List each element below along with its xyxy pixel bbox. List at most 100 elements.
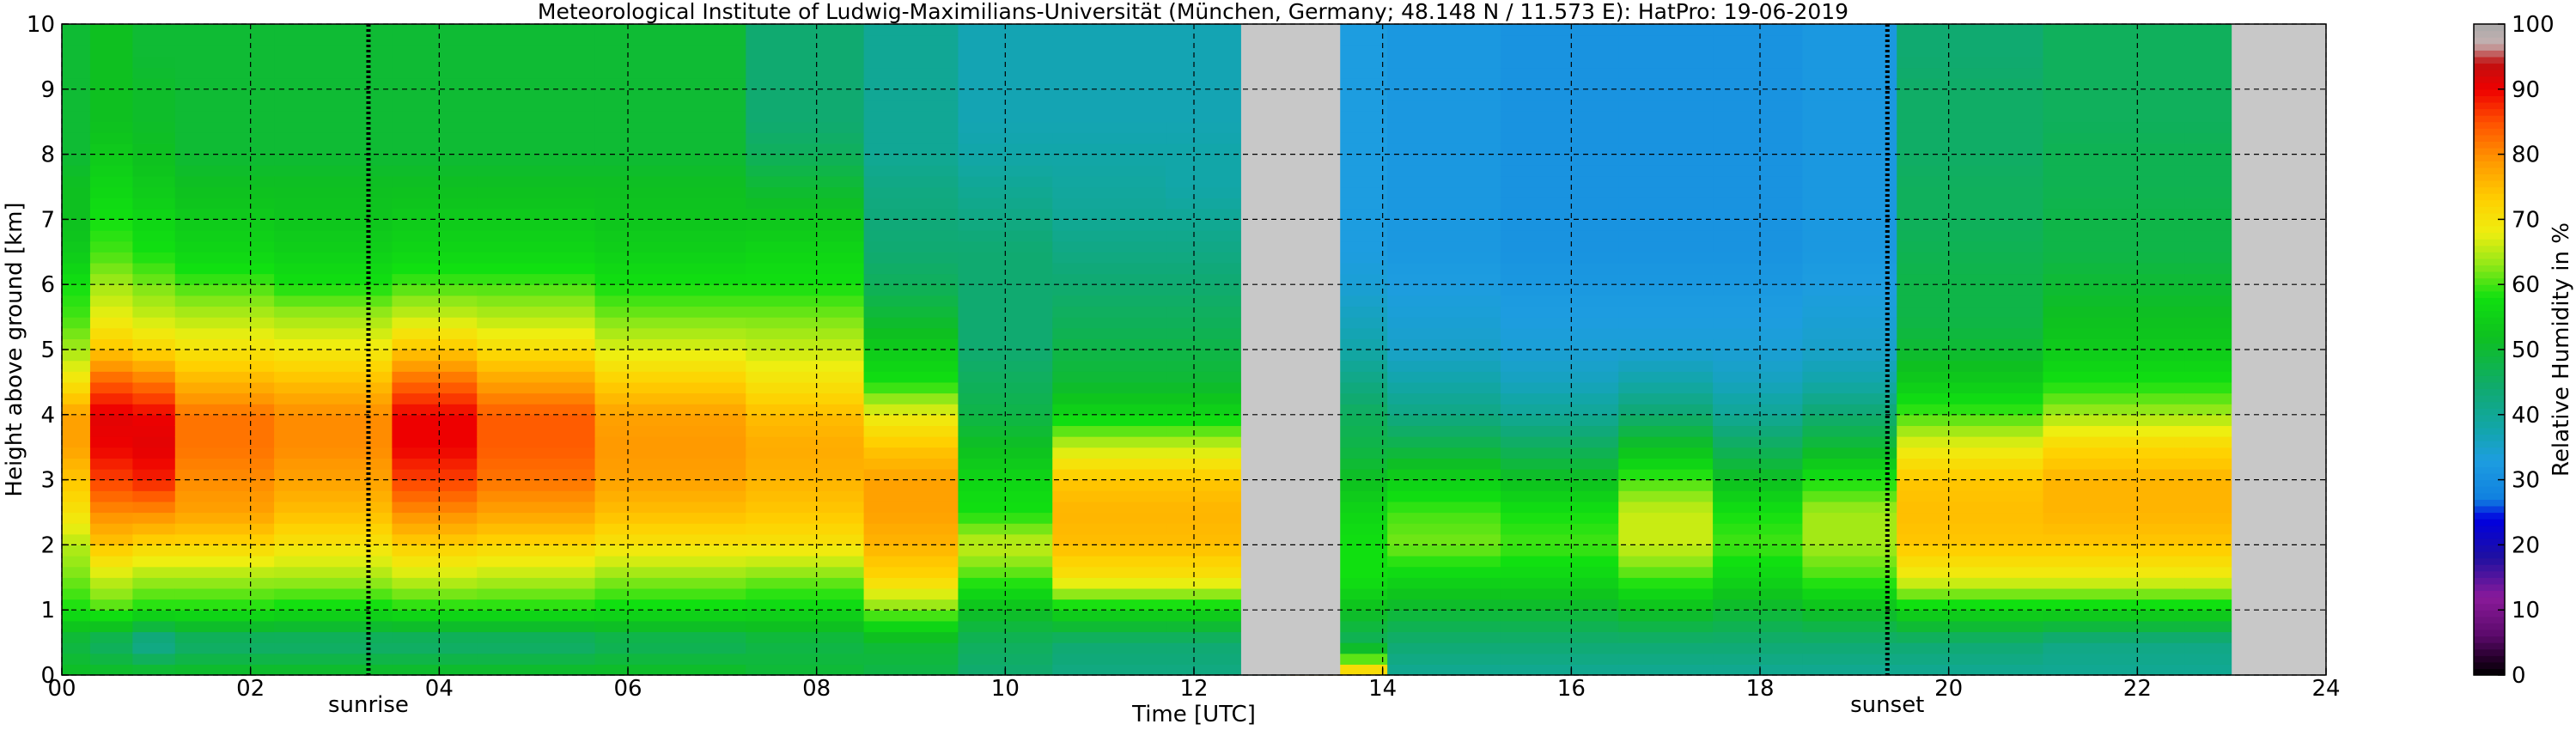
heatmap-cell (174, 414, 275, 427)
heatmap-cell (477, 306, 596, 318)
heatmap-cell (1897, 392, 2044, 405)
heatmap-cell (89, 556, 133, 568)
heatmap-cell (1052, 273, 1166, 285)
heatmap-cell (746, 175, 865, 188)
heatmap-cell (89, 577, 133, 589)
heatmap-cell (594, 556, 746, 568)
heatmap-cell (392, 208, 478, 220)
heatmap-cell (174, 381, 275, 394)
heatmap-cell (1387, 599, 1501, 611)
heatmap-cell (274, 479, 393, 491)
heatmap-cell (1052, 219, 1166, 231)
heatmap-cell (274, 566, 393, 578)
heatmap-cell (132, 501, 176, 514)
heatmap-cell (863, 404, 959, 416)
heatmap-cell (62, 284, 91, 296)
heatmap-cell (1618, 67, 1714, 79)
heatmap-cell (1713, 566, 1804, 578)
heatmap-cell (1897, 587, 2044, 600)
heatmap-cell (594, 436, 746, 448)
heatmap-cell (1052, 186, 1166, 198)
heatmap-cell (958, 338, 1053, 350)
heatmap-cell (132, 566, 176, 578)
heatmap-cell (1500, 523, 1619, 535)
heatmap-cell (1387, 360, 1501, 372)
heatmap-cell (1500, 208, 1619, 220)
colorbar-segment (2474, 37, 2505, 45)
heatmap-cell (1713, 458, 1804, 470)
heatmap-cell (1802, 381, 1897, 394)
heatmap-cell (89, 165, 133, 177)
heatmap-cell (274, 121, 393, 133)
heatmap-cell (1713, 252, 1804, 264)
heatmap-cell (2043, 371, 2185, 383)
heatmap-cell (1713, 56, 1804, 69)
heatmap-cell (863, 273, 959, 285)
heatmap-cell (392, 501, 478, 514)
heatmap-cell (2043, 88, 2185, 101)
heatmap-cell (392, 121, 478, 133)
heatmap-cell (1713, 620, 1804, 633)
heatmap-cell (274, 468, 393, 481)
heatmap-cell (1802, 620, 1897, 633)
heatmap-cell (174, 67, 275, 79)
heatmap-cell (477, 414, 596, 427)
heatmap-cell (1052, 556, 1166, 568)
heatmap-cell (132, 240, 176, 252)
heatmap-cell (132, 338, 176, 350)
x-tick-label: 10 (991, 676, 1020, 702)
heatmap-cell (594, 252, 746, 264)
heatmap-cell (1897, 381, 2044, 394)
heatmap-cell (1500, 252, 1619, 264)
heatmap-cell (1618, 512, 1714, 524)
heatmap-cell (62, 327, 91, 339)
heatmap-cell (392, 143, 478, 155)
colorbar-segment (2474, 70, 2505, 77)
heatmap-cell (174, 306, 275, 318)
heatmap-cell (274, 533, 393, 545)
heatmap-cell (62, 436, 91, 448)
heatmap-cell (746, 642, 865, 654)
heatmap-cell (746, 577, 865, 589)
heatmap-cell (1500, 404, 1619, 416)
heatmap-cell (62, 165, 91, 177)
heatmap-cell (174, 642, 275, 654)
heatmap-cell (746, 186, 865, 198)
heatmap-cell (274, 360, 393, 372)
heatmap-cell (1618, 143, 1714, 155)
heatmap-cell (2043, 273, 2185, 285)
colorbar-tick-label: 100 (2512, 12, 2555, 38)
heatmap-cell (132, 371, 176, 383)
heatmap-cell (594, 587, 746, 600)
heatmap-cell (594, 56, 746, 69)
heatmap-cell (1713, 154, 1804, 166)
heatmap-cell (89, 262, 133, 275)
heatmap-cell (2043, 425, 2185, 437)
heatmap-cell (132, 165, 176, 177)
heatmap-cell (2043, 360, 2185, 372)
heatmap-cell (62, 566, 91, 578)
heatmap-cell (1052, 56, 1166, 69)
x-tick-label: 12 (1179, 676, 1208, 702)
heatmap-cell (477, 631, 596, 643)
heatmap-cell (62, 599, 91, 611)
colorbar-segment (2474, 193, 2505, 201)
colorbar-segment (2474, 343, 2505, 350)
heatmap-cell (174, 425, 275, 437)
heatmap-cell (392, 447, 478, 459)
heatmap-cell (1500, 425, 1619, 437)
heatmap-cell (594, 620, 746, 633)
heatmap-cell (2043, 143, 2185, 155)
colorbar-segment (2474, 525, 2505, 532)
x-axis-label: Time [UTC] (1131, 702, 1256, 727)
colorbar-segment (2474, 473, 2505, 481)
heatmap-cell (2043, 208, 2185, 220)
colorbar-segment (2474, 414, 2505, 422)
heatmap-cell (1802, 88, 1897, 101)
heatmap-cell (1618, 404, 1714, 416)
heatmap-cell (594, 404, 746, 416)
colorbar-segment (2474, 317, 2505, 325)
heatmap-cell (1052, 512, 1166, 524)
heatmap-cell (1897, 642, 2044, 654)
heatmap-cell (2043, 653, 2185, 665)
